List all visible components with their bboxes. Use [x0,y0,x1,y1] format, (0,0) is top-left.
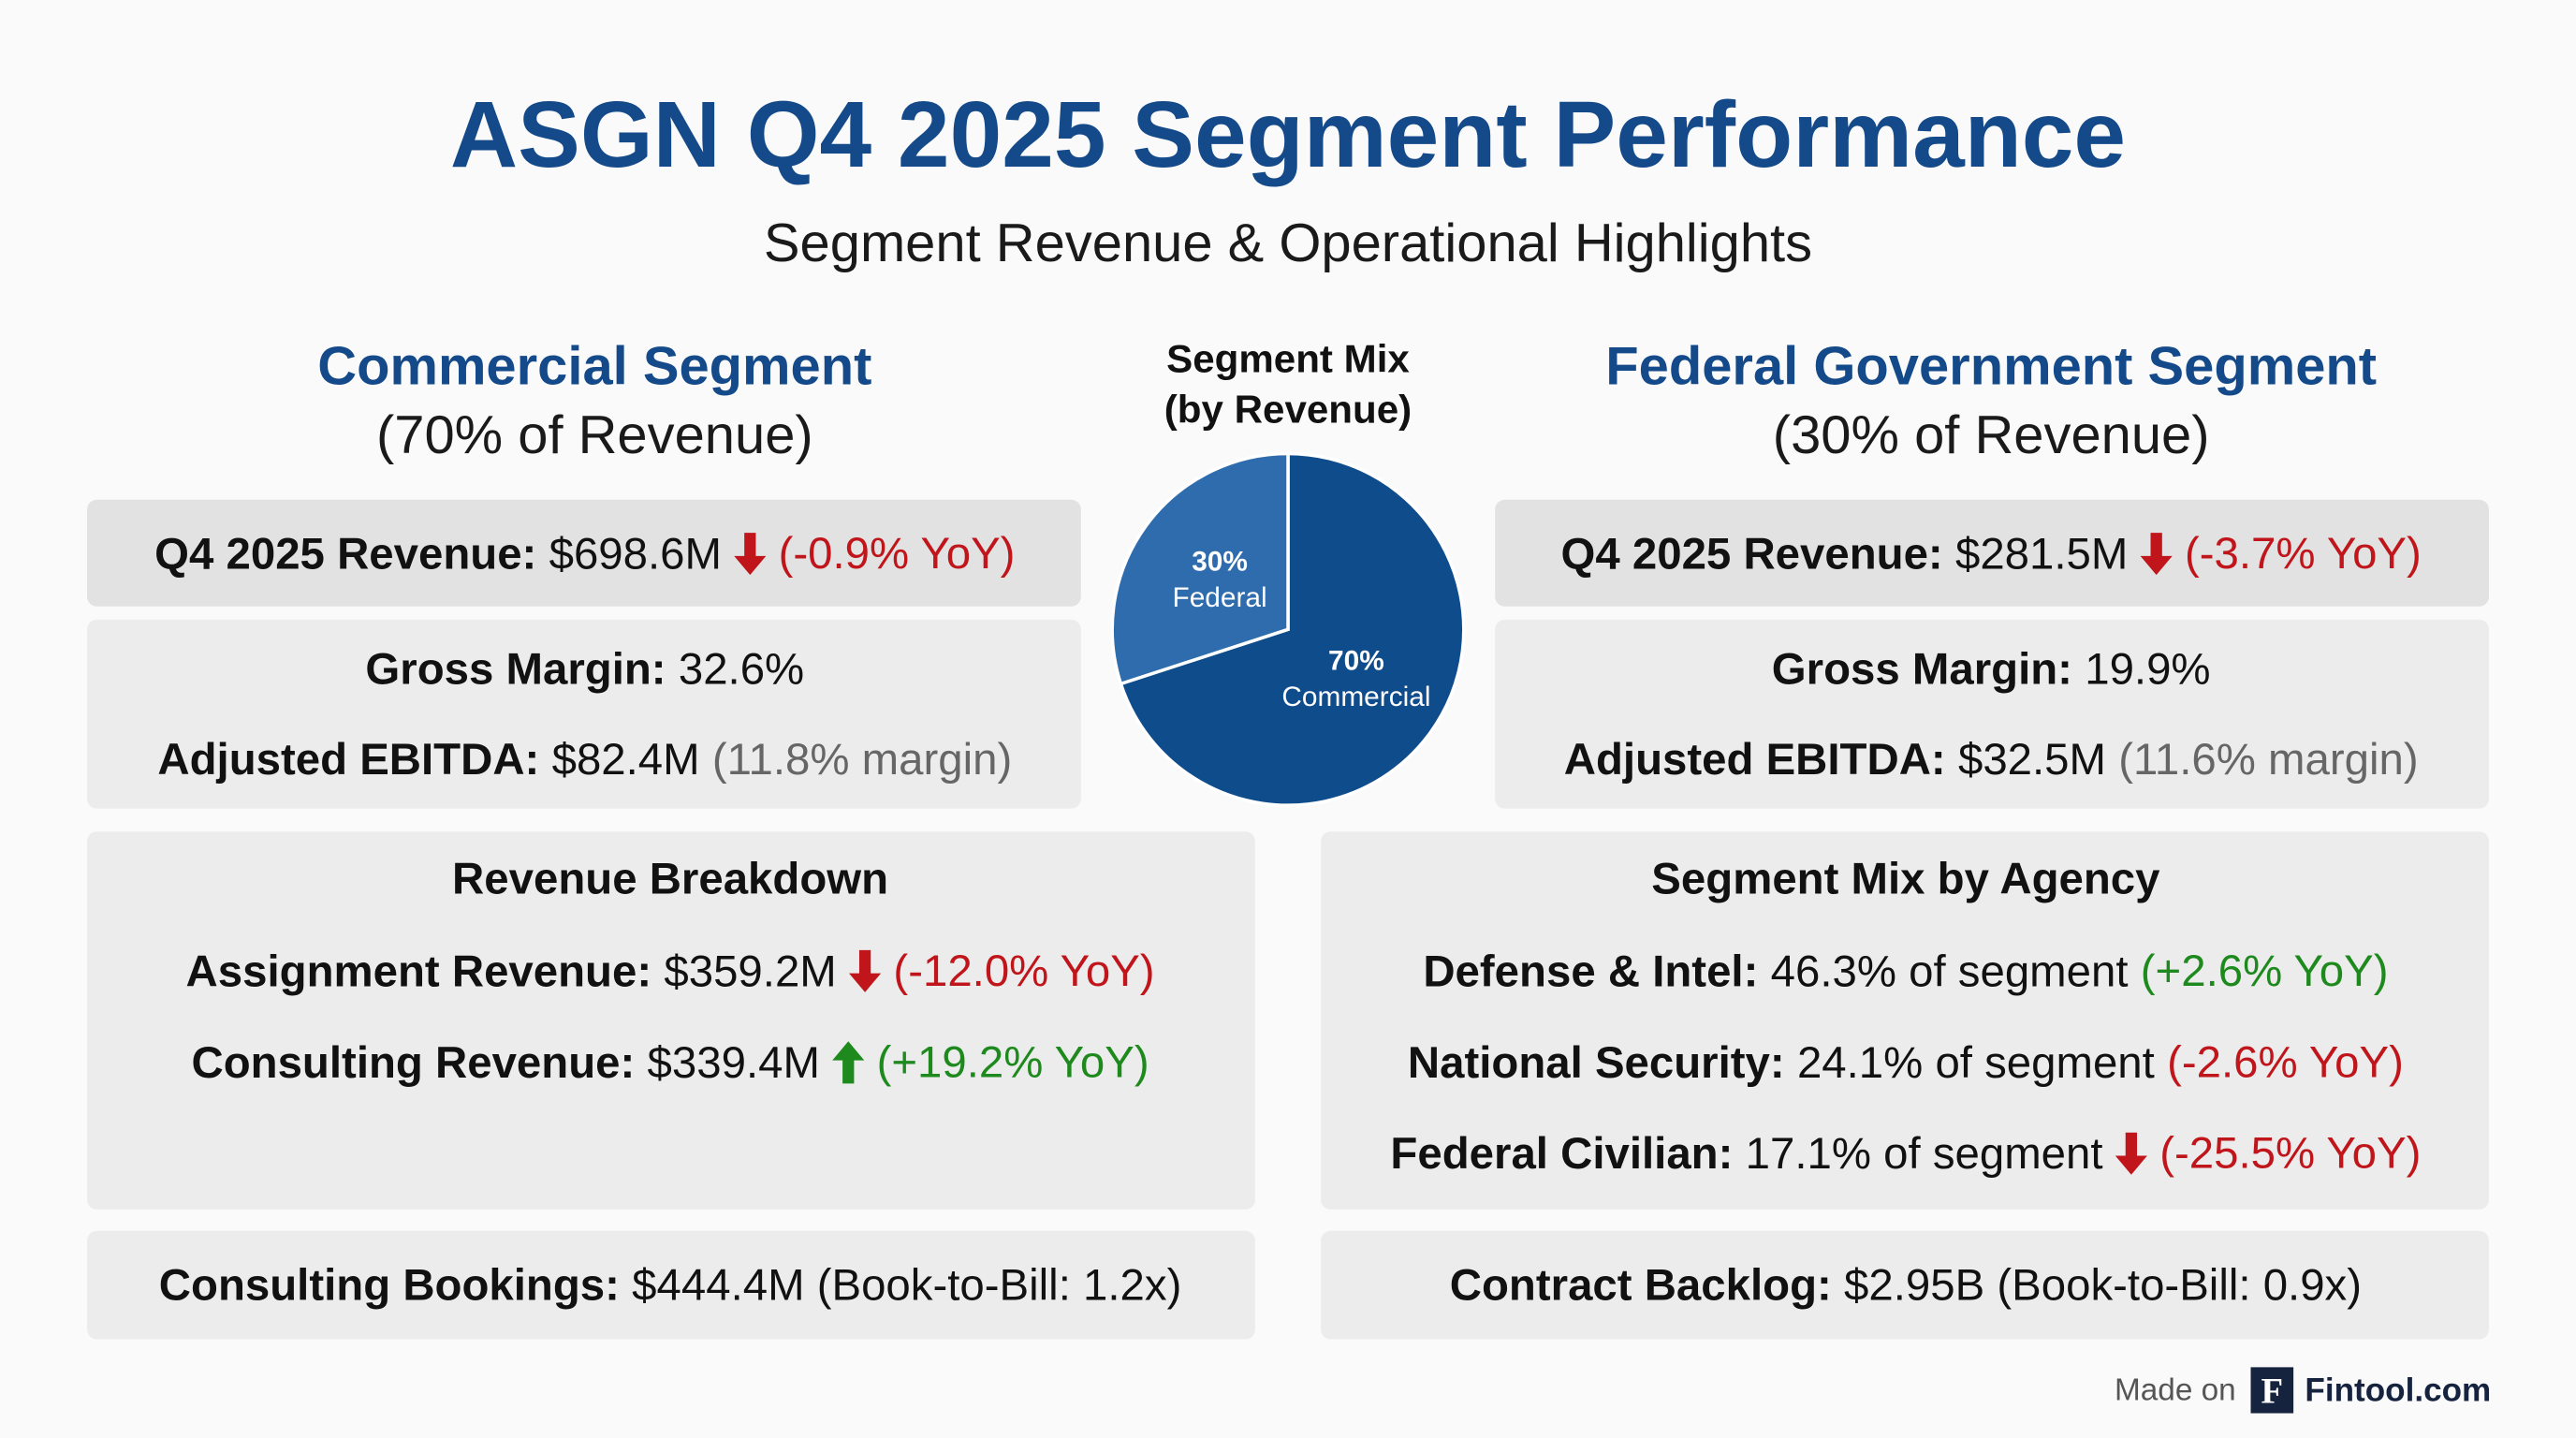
metric-note: (11.8% margin) [712,734,1012,784]
metric-line: Adjusted EBITDA: $32.5M (11.6% margin) [1564,734,2419,784]
segment-share: (70% of Revenue) [376,405,813,465]
metric-change: (-25.5% YoY) [2159,1129,2421,1179]
metric-label: Q4 2025 Revenue: [1561,529,1943,579]
footer-brand: Fintool.com [2305,1372,2491,1408]
metric-line: Federal Civilian: 17.1% of segment (-25.5%… [1390,1129,2421,1179]
metric-label: Federal Civilian: [1390,1129,1733,1179]
metric-line: Gross Margin: 32.6% [365,644,804,694]
detail-panel [1321,831,2489,1210]
metrics-panel [1495,619,2489,809]
metric-text: Consulting Bookings: $444.4M (Book-to-Bil… [159,1260,1182,1310]
metric-label: Contract Backlog: [1450,1260,1832,1310]
metric-text: Federal Civilian: 17.1% of segment [1390,1129,2102,1179]
metric-value: 46.3% of segment [1771,946,2129,996]
metric-text: National Security: 24.1% of segment [1408,1037,2155,1087]
metric-label: Adjusted EBITDA: [1564,734,1946,784]
revenue-panel [1495,499,2489,607]
metric-text: Contract Backlog: $2.95B (Book-to-Bill: 0… [1450,1260,2362,1310]
metric-line: Assignment Revenue: $359.2M (-12.0% YoY) [186,946,1155,996]
metric-label: Adjusted EBITDA: [157,734,539,784]
metric-line: Adjusted EBITDA: $82.4M (11.8% margin) [157,734,1012,784]
bookings-panel [87,1230,1255,1340]
detail-panel [87,831,1255,1210]
metric-text: Adjusted EBITDA: $82.4M (11.8% margin) [157,734,1012,784]
metric-change: (-12.0% YoY) [893,946,1154,996]
metric-text: Gross Margin: 19.9% [1772,644,2211,694]
metric-text: Q4 2025 Revenue: $281.5M [1561,529,2129,579]
metric-value: $339.4M [648,1037,820,1087]
metric-text: Gross Margin: 32.6% [365,644,804,694]
metric-value: $82.4M [552,734,700,784]
pie-title: Segment Mix [1166,336,1410,380]
metric-value: $698.6M [549,529,722,579]
metric-line: National Security: 24.1% of segment (-2.6%… [1408,1037,2404,1087]
metric-label: Q4 2025 Revenue: [154,529,536,579]
slice-category-label: Commercial [1281,682,1430,712]
metric-value: $359.2M [664,946,836,996]
metric-change: (-3.7% YoY) [2185,529,2422,579]
metric-change: (-0.9% YoY) [779,529,1016,579]
metric-value: $281.5M [1955,529,2128,579]
title: ASGN Q4 2025 Segment Performance [450,82,2126,187]
trend-arrow [832,1041,865,1084]
metric-label: Defense & Intel: [1423,946,1758,996]
metric-text: Adjusted EBITDA: $32.5M (11.6% margin) [1564,734,2419,784]
trend-arrow [2115,1132,2147,1175]
metric-label: Gross Margin: [1772,644,2072,694]
metric-text: Defense & Intel: 46.3% of segment [1423,946,2128,996]
metric-line: Contract Backlog: $2.95B (Book-to-Bill: 0… [1450,1260,2362,1310]
trend-arrow [2140,533,2173,576]
segment-heading: Federal Government Segment [1605,337,2377,397]
slice-value-label: 30% [1192,547,1248,578]
metric-label: Consulting Revenue: [192,1037,636,1087]
metric-text: Consulting Revenue: $339.4M [192,1037,820,1087]
subtitle: Segment Revenue & Operational Highlights [764,213,1812,273]
metric-note: (11.6% margin) [2118,734,2418,784]
metric-line: Gross Margin: 19.9% [1772,644,2211,694]
metric-line: Defense & Intel: 46.3% of segment (+2.6% Y… [1423,946,2388,996]
metric-label: Gross Margin: [365,644,666,694]
metric-label: Assignment Revenue: [186,946,652,996]
segment-heading: Commercial Segment [317,337,871,397]
slice-value-label: 70% [1328,646,1384,677]
metric-change: (-2.6% YoY) [2167,1037,2404,1087]
metric-label: Consulting Bookings: [159,1260,620,1310]
metric-change: (+19.2% YoY) [877,1037,1149,1087]
metric-value: 19.9% [2085,644,2210,694]
metric-change: (+2.6% YoY) [2141,946,2389,996]
metric-text: Q4 2025 Revenue: $698.6M [154,529,722,579]
metric-value: 32.6% [679,644,804,694]
trend-arrow [849,949,882,992]
bookings-panel [1321,1230,2489,1340]
metric-value: $444.4M (Book-to-Bill: 1.2x) [632,1260,1181,1310]
revenue-panel [87,499,1081,607]
metric-value: 24.1% of segment [1797,1037,2155,1087]
slice-category-label: Federal [1173,582,1267,613]
detail-heading: Revenue Breakdown [452,855,888,904]
pie-slice [1110,451,1290,686]
footer-prefix: Made on [2115,1372,2236,1407]
metric-line: Consulting Revenue: $339.4M (+19.2% YoY) [192,1037,1149,1087]
footer-logo: F [2261,1372,2284,1412]
segment-share: (30% of Revenue) [1773,405,2210,465]
metric-label: National Security: [1408,1037,1785,1087]
detail-heading: Segment Mix by Agency [1651,855,2160,904]
metric-value: 17.1% of segment [1746,1129,2103,1179]
footer-logo-box [2250,1367,2294,1414]
metric-value: $2.95B (Book-to-Bill: 0.9x) [1844,1260,2362,1310]
metric-line: Consulting Bookings: $444.4M (Book-to-Bil… [159,1260,1182,1310]
metric-line: Q4 2025 Revenue: $698.6M (-0.9% YoY) [154,529,1015,579]
pie-slice [1119,451,1466,807]
metric-value: $32.5M [1958,734,2106,784]
pie-subtitle: (by Revenue) [1164,388,1412,432]
metric-text: Assignment Revenue: $359.2M [186,946,837,996]
trend-arrow [734,533,767,576]
metric-line: Q4 2025 Revenue: $281.5M (-3.7% YoY) [1561,529,2422,579]
metrics-panel [87,619,1081,809]
